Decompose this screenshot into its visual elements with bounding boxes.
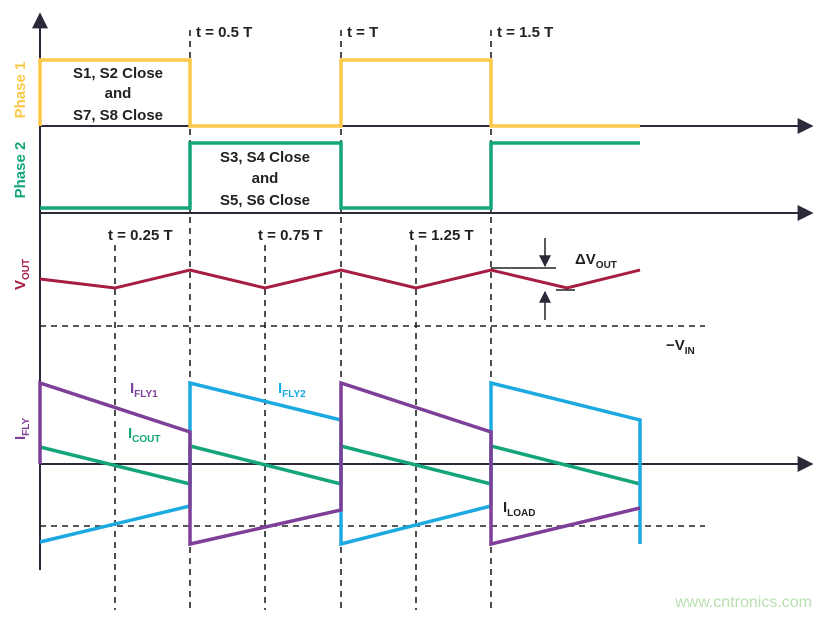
ifly1-wave [38,380,641,547]
note: S3, S4 Close [220,149,310,166]
icout-label: ICOUT [128,425,161,445]
time-marker: t = 0.5 T [196,24,252,41]
guides [40,30,705,610]
vout-label: VOUT [12,259,32,290]
note: and [252,170,279,187]
note: and [105,85,132,102]
vout-wave [39,268,641,290]
watermark: www.cntronics.com [674,594,812,611]
ifly2-label: IFLY2 [278,380,306,400]
note: S1, S2 Close [73,65,163,82]
time-marker: t = 0.75 T [258,227,323,244]
time-marker: t = 1.25 T [409,227,474,244]
ifly-label: IFLY [12,418,32,440]
phase1-wave [38,58,640,128]
delta-vout-label: ΔVOUT [575,251,617,271]
note: S7, S8 Close [73,107,163,124]
phase2-wave [40,141,640,210]
time-marker: t = T [347,24,378,41]
time-marker: t = 1.5 T [497,24,553,41]
note: S5, S6 Close [220,192,310,209]
iload-label: ILOAD [503,499,536,519]
ifly1-label: IFLY1 [130,380,158,400]
vin-label: −VIN [666,337,695,357]
time-marker: t = 0.25 T [108,227,173,244]
phase-label: Phase 2 [12,142,29,199]
phase-label: Phase 1 [12,62,29,119]
delta-indicator [491,238,575,320]
